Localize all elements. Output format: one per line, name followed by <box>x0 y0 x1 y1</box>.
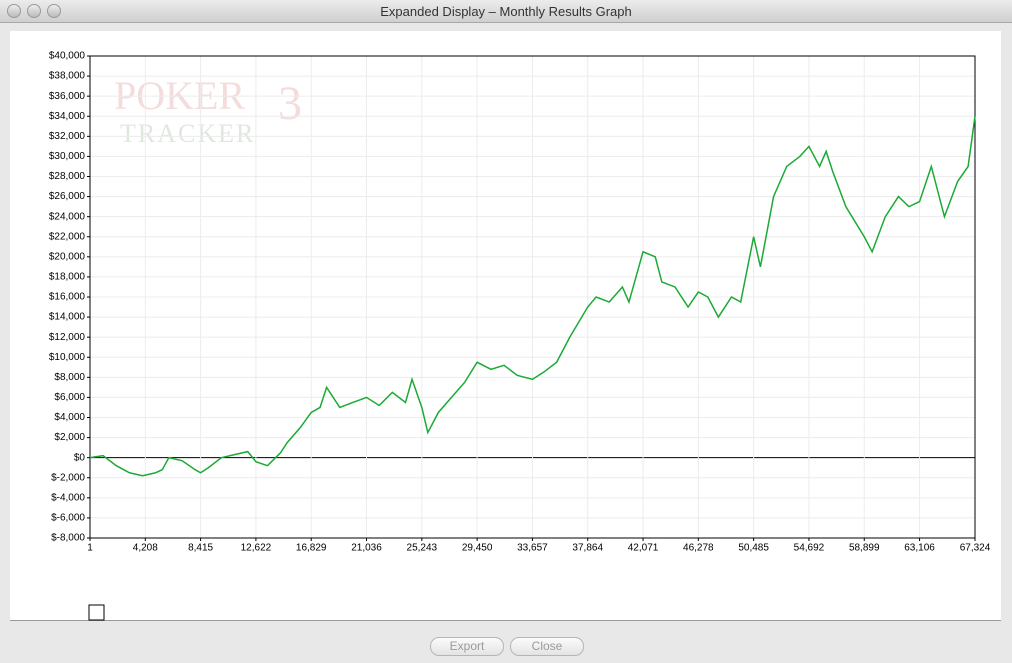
y-tick-label: $12,000 <box>49 332 86 343</box>
y-tick-label: $16,000 <box>49 292 86 303</box>
y-tick-label: $-2,000 <box>51 472 85 483</box>
y-tick-label: $36,000 <box>49 91 86 102</box>
y-tick-label: $10,000 <box>49 352 86 363</box>
x-tick-label: 67,324 <box>960 543 991 554</box>
x-tick-label: 54,692 <box>794 543 825 554</box>
title-bar: Expanded Display – Monthly Results Graph <box>0 0 1012 23</box>
y-tick-label: $-8,000 <box>51 533 85 544</box>
x-tick-label: 50,485 <box>738 543 769 554</box>
export-button[interactable]: Export <box>430 637 504 656</box>
y-tick-label: $34,000 <box>49 111 86 122</box>
y-tick-label: $22,000 <box>49 231 86 242</box>
y-tick-label: $-6,000 <box>51 513 85 524</box>
x-tick-label: 46,278 <box>683 543 714 554</box>
marker-box <box>88 604 105 621</box>
y-tick-label: $40,000 <box>49 51 86 62</box>
watermark-mark: 3 <box>278 77 302 130</box>
graph-panel <box>10 31 1001 621</box>
x-tick-label: 4,208 <box>133 543 158 554</box>
y-tick-label: $4,000 <box>54 412 85 423</box>
results-line <box>89 116 976 477</box>
y-tick-label: $2,000 <box>54 432 85 443</box>
minimize-window[interactable] <box>27 4 41 18</box>
x-tick-label: 33,657 <box>517 543 548 554</box>
y-tick-label: $8,000 <box>54 372 85 383</box>
zoom-window[interactable] <box>47 4 61 18</box>
y-tick-label: $30,000 <box>49 151 86 162</box>
y-tick-label: $18,000 <box>49 272 86 283</box>
y-tick-label: $6,000 <box>54 392 85 403</box>
y-tick-label: $0 <box>74 452 86 463</box>
x-tick-label: 25,243 <box>407 543 438 554</box>
y-tick-label: $20,000 <box>49 251 86 262</box>
y-tick-label: $24,000 <box>49 211 86 222</box>
watermark-sub: TRACKER <box>120 119 255 148</box>
y-tick-label: $26,000 <box>49 191 86 202</box>
close-window[interactable] <box>7 4 21 18</box>
y-tick-label: $38,000 <box>49 71 86 82</box>
x-tick-label: 21,036 <box>351 543 382 554</box>
x-tick-label: 63,106 <box>904 543 935 554</box>
x-tick-label: 1 <box>87 543 93 554</box>
x-tick-label: 42,071 <box>628 543 659 554</box>
x-tick-label: 58,899 <box>849 543 880 554</box>
x-tick-label: 29,450 <box>462 543 493 554</box>
close-button[interactable]: Close <box>510 637 584 656</box>
y-tick-label: $32,000 <box>49 131 86 142</box>
x-tick-label: 12,622 <box>241 543 272 554</box>
x-tick-label: 37,864 <box>572 543 603 554</box>
y-tick-label: $-4,000 <box>51 492 85 503</box>
y-tick-label: $28,000 <box>49 171 86 182</box>
window-title: Expanded Display – Monthly Results Graph <box>380 4 632 19</box>
x-tick-label: 8,415 <box>188 543 213 554</box>
plot-frame <box>89 55 976 539</box>
y-tick-label: $14,000 <box>49 312 86 323</box>
x-tick-label: 16,829 <box>296 543 327 554</box>
